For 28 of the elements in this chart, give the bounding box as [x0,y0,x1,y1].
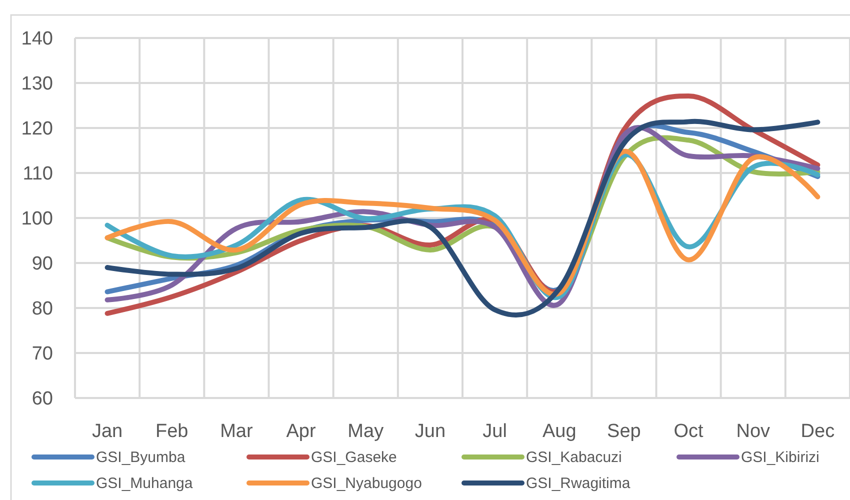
y-tick-label: 140 [21,28,53,50]
x-tick-label: Jun [414,421,446,442]
y-tick-label: 80 [32,298,53,320]
x-tick-label: Jan [92,421,123,442]
x-tick-label: May [348,421,384,442]
legend-label: GSI_Rwagitima [526,475,631,492]
x-tick-label: Sep [607,421,641,442]
legend-label: GSI_Gaseke [311,449,397,466]
x-tick-label: Feb [156,421,188,442]
y-tick-label: 130 [21,74,53,95]
legend-label: GSI_Muhanga [96,475,194,492]
legend-label: GSI_Kabacuzi [526,449,622,466]
legend-label: GSI_Kibirizi [741,449,820,466]
legend-label: GSI_Nyabugogo [311,475,422,492]
x-tick-label: Nov [736,421,771,442]
y-tick-label: 90 [32,254,53,275]
x-tick-label: Dec [800,421,835,442]
x-tick-label: Apr [286,421,316,442]
x-tick-label: Aug [542,421,576,442]
legend-label: GSI_Byumba [96,449,186,466]
x-tick-label: Oct [674,421,704,442]
y-tick-label: 60 [32,388,53,410]
y-tick-label: 70 [32,344,53,365]
x-tick-label: Jul [482,421,507,442]
x-tick-label: Mar [220,421,254,442]
y-tick-label: 100 [21,208,53,230]
y-tick-label: 110 [22,164,53,185]
y-tick-label: 120 [21,118,53,140]
